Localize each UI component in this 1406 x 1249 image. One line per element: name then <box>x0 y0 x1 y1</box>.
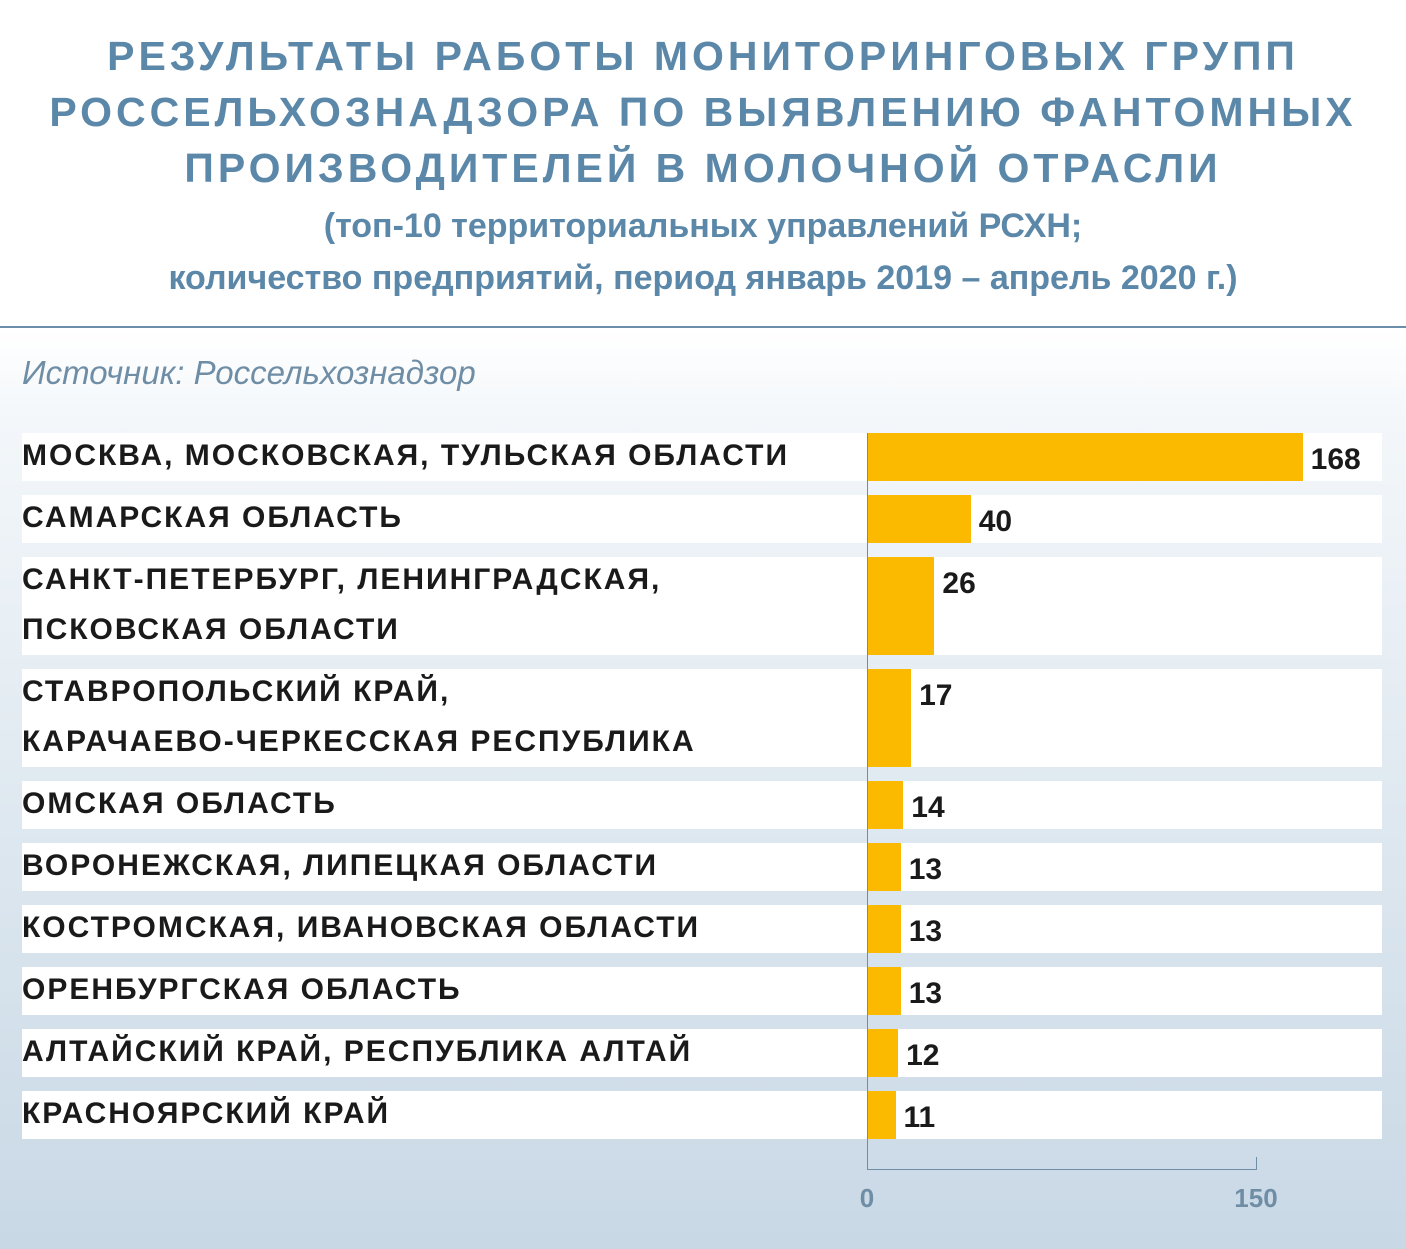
value-label: 13 <box>908 977 943 1010</box>
category-label: КОСТРОМСКАЯ, ИВАНОВСКАЯ ОБЛАСТИ <box>22 911 701 944</box>
bar <box>867 1029 899 1077</box>
value-label: 13 <box>908 915 943 948</box>
category-label: ОМСКАЯ ОБЛАСТЬ <box>22 787 337 820</box>
bar <box>867 967 901 1015</box>
category-label: СТАВРОПОЛЬСКИЙ КРАЙ, КАРАЧАЕВО-ЧЕРКЕССКА… <box>22 675 696 758</box>
source-note: Источник: Россельхознадзор <box>22 354 476 391</box>
row-background <box>22 781 1382 829</box>
category-label: ВОРОНЕЖСКАЯ, ЛИПЕЦКАЯ ОБЛАСТИ <box>22 849 659 882</box>
x-tick-label: 0 <box>859 1183 875 1213</box>
axis-line <box>867 433 868 1169</box>
row-background <box>22 1091 1382 1139</box>
bar <box>867 433 1303 481</box>
row-background <box>22 495 1382 543</box>
category-label: САНКТ-ПЕТЕРБУРГ, ЛЕНИНГРАДСКАЯ, ПСКОВСКА… <box>22 563 662 646</box>
category-label: САМАРСКАЯ ОБЛАСТЬ <box>22 501 403 534</box>
bar <box>867 557 935 655</box>
row-background <box>22 905 1382 953</box>
value-label: 13 <box>908 853 943 886</box>
row-background <box>22 843 1382 891</box>
separator <box>0 326 1406 328</box>
value-label: 168 <box>1310 443 1361 476</box>
bar <box>867 1091 896 1139</box>
bar <box>867 495 971 543</box>
bar <box>867 669 912 767</box>
row-background <box>22 669 1382 767</box>
value-label: 17 <box>919 679 953 712</box>
row-background <box>22 967 1382 1015</box>
value-label: 40 <box>978 505 1013 538</box>
bar <box>867 781 904 829</box>
category-label: КРАСНОЯРСКИЙ КРАЙ <box>22 1097 391 1130</box>
category-label: АЛТАЙСКИЙ КРАЙ, РЕСПУБЛИКА АЛТАЙ <box>22 1035 693 1068</box>
bar <box>867 843 901 891</box>
value-label: 14 <box>911 791 945 824</box>
row-background <box>22 1029 1382 1077</box>
tick-mark <box>1256 1157 1257 1169</box>
category-label: МОСКВА, МОСКОВСКАЯ, ТУЛЬСКАЯ ОБЛАСТИ <box>22 439 790 472</box>
tick-mark <box>867 1157 868 1169</box>
chart-title: РЕЗУЛЬТАТЫ РАБОТЫ МОНИТОРИНГОВЫХ ГРУПП Р… <box>49 33 1357 191</box>
row-background <box>22 557 1382 655</box>
value-label: 11 <box>903 1101 936 1134</box>
x-tick-label: 150 <box>1234 1183 1278 1213</box>
chart-subtitle: (топ-10 территориальных управлений РСХН;… <box>168 207 1238 297</box>
value-label: 26 <box>942 567 976 600</box>
category-label: ОРЕНБУРГСКАЯ ОБЛАСТЬ <box>22 973 462 1006</box>
bar <box>867 905 901 953</box>
value-label: 12 <box>906 1039 940 1072</box>
axis-line <box>867 1169 1257 1170</box>
